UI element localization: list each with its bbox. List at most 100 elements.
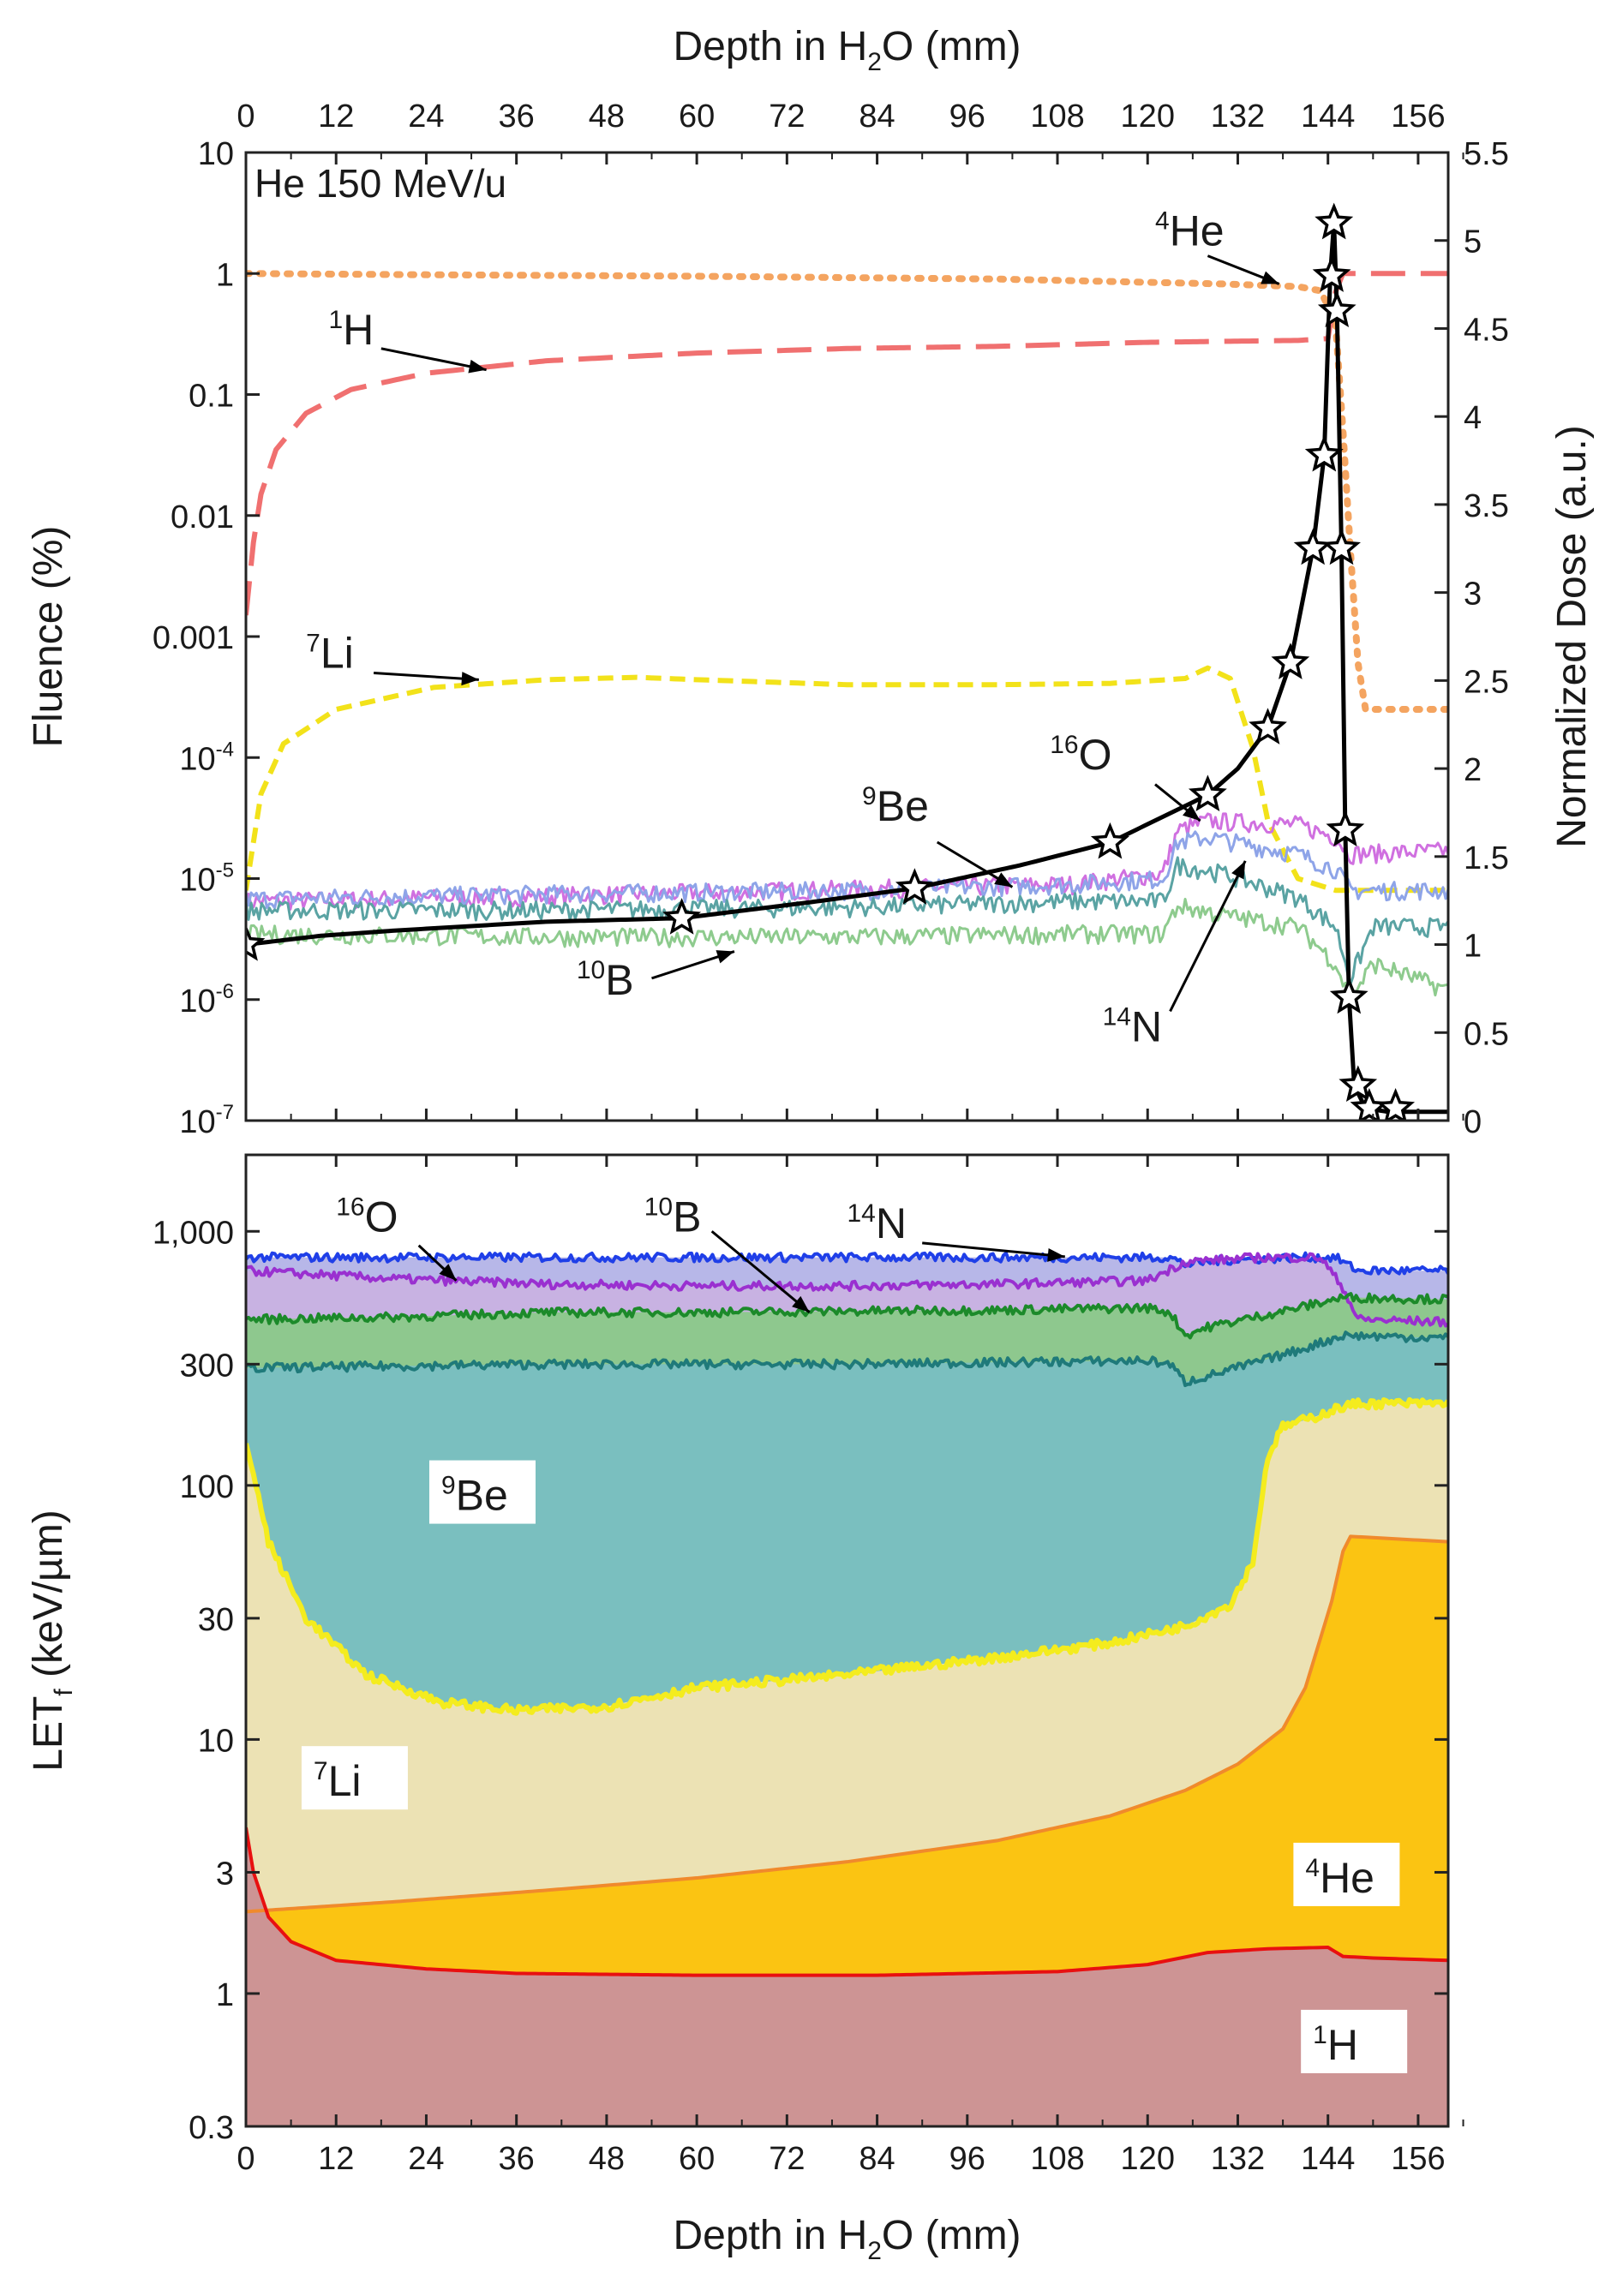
dose-marker-11 xyxy=(1317,290,1356,327)
top-ytick-label-2: 0.1 xyxy=(189,379,234,415)
dose-marker-17 xyxy=(1376,1088,1416,1121)
bottom-xtick-label-10: 120 xyxy=(1121,2141,1175,2177)
dose-marker-10 xyxy=(1315,202,1354,240)
top-ytick-label-6: 10-5 xyxy=(179,859,234,899)
top-ytick-label-base-0: 10 xyxy=(198,136,234,172)
bottom-label-9Be-mass: 9 xyxy=(441,1472,456,1500)
top-label-9Be-element: Be xyxy=(877,782,929,830)
top-xtick-label-13: 156 xyxy=(1391,99,1445,135)
bottom-label-7Li: 7Li xyxy=(314,1757,362,1805)
top-plot-frame xyxy=(244,151,1450,1122)
bottom-left-axis-title-main: LET xyxy=(26,1696,71,1772)
let-line-9Be xyxy=(246,1330,1448,1388)
top-label-1H: 1H xyxy=(328,306,374,354)
bottom-xtick-label-9: 108 xyxy=(1030,2141,1084,2177)
top-xtick-label-9: 108 xyxy=(1030,99,1084,135)
dose-marker-5 xyxy=(1249,708,1287,744)
fluence-series-10B xyxy=(246,897,1448,1002)
bottom-label-10B-element: B xyxy=(673,1193,701,1241)
dose-marker-15 xyxy=(1339,1065,1378,1102)
bottom-label-14N-element: N xyxy=(876,1199,907,1247)
bottom-ytick-label-3: 30 xyxy=(198,1602,234,1638)
bottom-ytick-label-7: 0.3 xyxy=(189,2110,234,2146)
dose-marker-7 xyxy=(1293,528,1333,565)
top-label-4He: 4He xyxy=(1155,207,1225,255)
top-xtick-label-4: 48 xyxy=(589,99,625,135)
bottom-label-box-9Be xyxy=(428,1460,536,1524)
bottom-xtick-label-5: 60 xyxy=(679,2141,715,2177)
top-label-1H-element: H xyxy=(343,306,374,354)
bottom-label-1H-mass: 1 xyxy=(1313,2021,1327,2049)
top-ytick-label-4: 0.001 xyxy=(153,620,234,656)
bottom-plot-frame xyxy=(244,1153,1450,2128)
dose-marker-13 xyxy=(1326,810,1365,847)
bottom-label-16O: 16O xyxy=(336,1193,398,1241)
top-ytick-label-1: 1 xyxy=(216,257,234,293)
top-arrow-7Li-head xyxy=(461,672,479,686)
bottom-arrow-10B-head xyxy=(792,1295,810,1312)
fluence-series-14N xyxy=(246,830,1448,910)
dose-marker-0 xyxy=(246,924,266,961)
bottom-label-4He: 4He xyxy=(1305,1854,1374,1902)
top-ytick-label-exp-6: -5 xyxy=(216,859,234,882)
top-arrow-10B-head xyxy=(716,950,734,964)
dose-marker-3 xyxy=(1090,822,1129,859)
top-xtick-label-11: 132 xyxy=(1211,99,1265,135)
top-ytick-label-7: 10-6 xyxy=(179,980,234,1019)
top-label-7Li-element: Li xyxy=(320,630,354,678)
dose-marker-6 xyxy=(1271,643,1310,679)
dose-marker-14 xyxy=(1329,977,1368,1014)
bottom-xtick-label-13: 156 xyxy=(1391,2141,1445,2177)
top-ytick-label-base-8: 10 xyxy=(179,1104,215,1140)
bottom-left-axis-title-sub: f xyxy=(50,1689,78,1696)
top-axis-title-tail: O (mm) xyxy=(882,24,1021,69)
top-ytick-label-exp-8: -7 xyxy=(216,1101,234,1124)
top-label-1H-mass: 1 xyxy=(328,306,343,334)
top-arrow-4He-head xyxy=(1261,271,1279,284)
dose-marker-2 xyxy=(895,868,934,905)
bottom-ytick-label-4: 10 xyxy=(198,1723,234,1759)
top-xtick-label-0: 0 xyxy=(237,99,255,135)
bottom-xtick-label-2: 24 xyxy=(408,2141,444,2177)
top-ytick-label-8: 10-7 xyxy=(179,1101,234,1140)
top-label-10B: 10B xyxy=(577,956,634,1004)
bottom-ytick-label-1: 300 xyxy=(180,1348,234,1384)
bottom-label-box-4He xyxy=(1293,1842,1400,1906)
bottom-arrow-14N-shaft xyxy=(922,1241,1065,1259)
top-ytick-label-0: 10 xyxy=(198,136,234,172)
bottom-label-7Li-mass: 7 xyxy=(314,1757,328,1785)
top-ytick-label-base-4: 0.001 xyxy=(153,620,234,656)
top-rtick-label-11: 5.5 xyxy=(1464,136,1509,172)
top-ytick-label-3: 0.01 xyxy=(171,499,234,535)
bottom-xtick-label-3: 36 xyxy=(499,2141,535,2177)
dose-curve xyxy=(246,220,1448,1115)
top-xtick-label-1: 12 xyxy=(318,99,354,135)
let-line-16O xyxy=(246,1252,1448,1328)
top-label-16O-element: O xyxy=(1079,731,1112,779)
let-line-7Li xyxy=(246,1396,1448,1716)
top-rtick-label-8: 4 xyxy=(1464,400,1482,436)
top-rtick-label-2: 1 xyxy=(1464,929,1482,965)
top-arrow-1H-head xyxy=(468,359,487,374)
top-ytick-label-exp-5: -4 xyxy=(216,738,234,761)
bottom-xtick-label-11: 132 xyxy=(1211,2141,1265,2177)
top-plot-area xyxy=(246,202,1448,1121)
top-label-16O-mass: 16 xyxy=(1050,731,1078,759)
top-ytick-label-base-3: 0.01 xyxy=(171,499,234,535)
bottom-label-1H: 1H xyxy=(1313,2021,1358,2069)
top-label-10B-element: B xyxy=(605,956,633,1004)
top-rtick-label-4: 2 xyxy=(1464,752,1482,788)
bottom-label-10B: 10B xyxy=(644,1193,702,1241)
dose-marker-8 xyxy=(1304,434,1344,472)
bottom-ytick-label-5: 3 xyxy=(216,1856,234,1892)
top-ytick-label-exp-7: -6 xyxy=(216,980,234,1003)
top-label-7Li-mass: 7 xyxy=(306,630,320,658)
top-label-9Be: 9Be xyxy=(862,782,929,830)
top-xtick-label-6: 72 xyxy=(769,99,805,135)
fluence-series-16O xyxy=(246,812,1448,912)
dose-marker-12 xyxy=(1322,528,1361,565)
top-arrow-9Be-head xyxy=(994,872,1013,888)
